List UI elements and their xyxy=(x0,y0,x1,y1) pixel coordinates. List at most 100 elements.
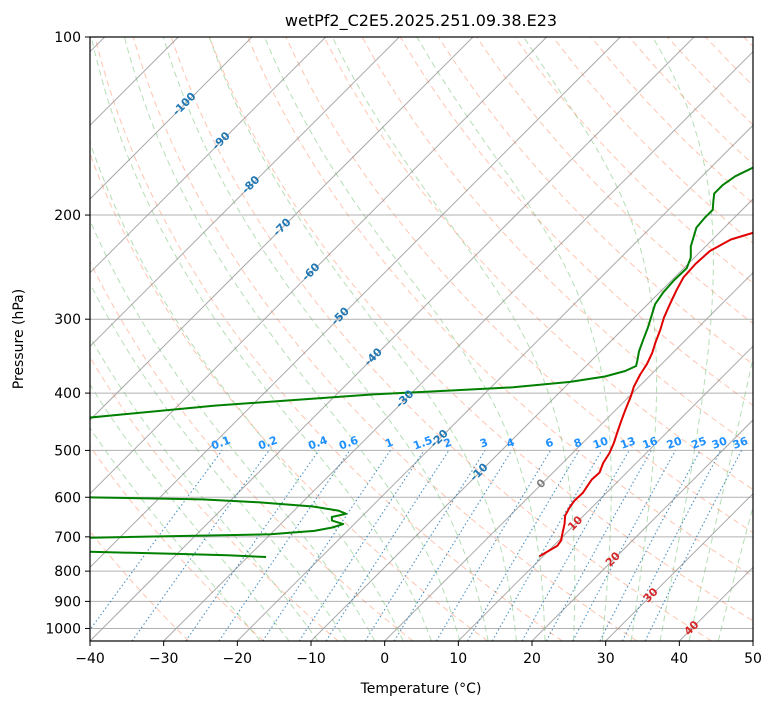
y-tick-label: 200 xyxy=(54,208,81,224)
x-tick-label: 30 xyxy=(597,651,615,667)
moist-adiabat xyxy=(90,37,432,641)
y-tick-label: 400 xyxy=(54,386,81,402)
isotherm xyxy=(90,37,327,274)
mixing-ratio-label: 0.1 xyxy=(210,434,233,453)
moist-adiabat xyxy=(124,37,461,641)
mixing-ratio-line xyxy=(572,450,676,641)
dry-adiabat xyxy=(247,37,753,577)
y-tick-label: 1000 xyxy=(45,622,81,638)
isotherm xyxy=(310,198,753,641)
dry-adiabat xyxy=(323,37,753,491)
mixing-ratio-label: 0.2 xyxy=(256,434,279,453)
dry-adiabat xyxy=(514,37,753,284)
chart-title: wetPf2_C2E5.2025.251.09.38.E23 xyxy=(285,11,557,31)
mixing-ratio-line xyxy=(185,450,320,641)
mixing-ratio-line xyxy=(298,450,425,641)
isotherm xyxy=(90,37,474,421)
mixing-ratio-line xyxy=(325,450,450,641)
mixing-ratio-label: 0.6 xyxy=(337,434,360,453)
x-tick-label: 0 xyxy=(380,651,389,667)
y-tick-label: 800 xyxy=(54,564,81,580)
axes: −40 −30 −20 −10 0 10 20 30 40 50 1000 900 800 700 600 5… xyxy=(45,30,762,667)
mixing-ratio-line xyxy=(262,450,391,641)
mixing-ratio-label: 1 xyxy=(383,436,395,451)
moist-adiabat xyxy=(162,37,489,641)
x-tick-label: 50 xyxy=(744,651,762,667)
dry-adiabat xyxy=(90,445,264,641)
x-axis-title: Temperature (°C) xyxy=(360,681,482,697)
isotherm xyxy=(531,419,753,641)
dry-adiabat xyxy=(132,37,638,641)
mixing-ratio-line xyxy=(218,450,351,641)
mixing-ratio-line xyxy=(621,450,722,641)
isotherm xyxy=(605,492,753,641)
mixing-ratio-line xyxy=(90,450,223,631)
mixing-ratio-label: 1.5 xyxy=(412,434,435,453)
y-tick-label: 100 xyxy=(54,30,81,46)
x-tick-label: −40 xyxy=(75,651,105,667)
isotherms xyxy=(90,37,753,641)
moist-adiabat xyxy=(208,37,517,641)
dry-adiabat xyxy=(209,37,753,622)
mixing-ratio-label: 16 xyxy=(641,434,660,452)
x-tick-label: −10 xyxy=(296,651,326,667)
dry-adiabat xyxy=(476,37,753,325)
dry-adiabat xyxy=(90,260,414,641)
x-tick-label: −20 xyxy=(223,651,253,667)
isotherm xyxy=(384,271,753,641)
isotherm xyxy=(236,124,753,641)
dry-adiabat xyxy=(90,356,339,641)
x-tick-label: 20 xyxy=(523,651,541,667)
isobars xyxy=(90,37,753,629)
mixing-ratio-label: 0.4 xyxy=(306,434,329,453)
moist-adiabat xyxy=(90,219,376,641)
x-tick-label: 10 xyxy=(449,651,467,667)
moist-adiabat xyxy=(90,383,290,641)
y-tick-label: 700 xyxy=(54,530,81,546)
isotherm xyxy=(90,37,253,200)
mixing-ratio-line xyxy=(521,450,630,641)
y-tick-label: 500 xyxy=(54,443,81,459)
plot-background xyxy=(90,37,753,641)
dry-adiabats xyxy=(90,37,753,641)
moist-adiabat xyxy=(90,426,261,641)
x-tick-label: 40 xyxy=(670,651,688,667)
isotherm xyxy=(90,37,621,569)
mixing-ratio-label: 3 xyxy=(478,436,490,451)
mixing-ratio-line xyxy=(545,450,652,641)
mixing-ratio-label: 13 xyxy=(619,434,638,451)
mixing-ratio-lines xyxy=(90,450,742,641)
x-tick-label: −30 xyxy=(149,651,179,667)
dry-adiabat xyxy=(94,37,563,641)
y-tick-label: 300 xyxy=(54,312,81,328)
moist-adiabat xyxy=(416,37,612,641)
mixing-ratio-label: 10 xyxy=(591,434,610,452)
isotherm xyxy=(90,37,548,495)
mixing-ratio-label: 4 xyxy=(505,436,517,451)
mixing-ratio-label: 6 xyxy=(544,436,556,451)
isotherm xyxy=(457,345,753,641)
isotherm xyxy=(752,640,753,641)
mixing-ratio-label: 8 xyxy=(572,436,584,451)
mixing-ratio-line xyxy=(131,450,270,641)
mixing-ratio-label: 25 xyxy=(690,434,709,451)
moist-adiabat xyxy=(717,505,753,641)
mixing-ratio-label: 36 xyxy=(731,434,750,452)
moist-adiabat xyxy=(90,140,404,641)
isotherm xyxy=(163,50,753,641)
mixing-ratio-label: 30 xyxy=(710,434,729,452)
isotherm xyxy=(90,37,695,641)
moist-adiabat xyxy=(90,336,319,641)
moist-adiabat xyxy=(688,355,753,641)
data-series xyxy=(90,166,753,558)
y-axis-title: Pressure (hPa) xyxy=(11,289,27,389)
dewpoint-profile xyxy=(90,166,753,558)
isotherm xyxy=(90,37,400,348)
mixing-ratio-line xyxy=(393,450,513,641)
moist-adiabat xyxy=(264,37,546,641)
dry-adiabat xyxy=(170,37,712,641)
plot-frame xyxy=(89,36,754,642)
mixing-ratio-line xyxy=(644,450,742,641)
moist-adiabat xyxy=(652,37,714,641)
